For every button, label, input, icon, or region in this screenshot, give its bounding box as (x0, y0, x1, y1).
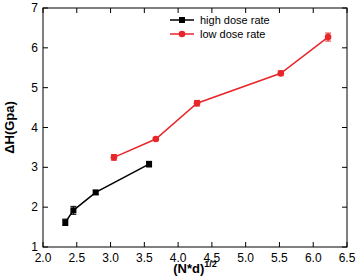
y-tick-right (342, 247, 347, 248)
y-tick-right (342, 207, 347, 208)
x-tick (43, 242, 44, 247)
x-tick (110, 242, 111, 247)
data-point (62, 219, 68, 225)
x-tick-top (245, 8, 246, 13)
x-axis-label: (N*d)1/2 (173, 259, 217, 276)
error-bar (194, 100, 200, 106)
y-axis-label: ΔH(Gpa) (2, 101, 17, 154)
x-tick-top (313, 8, 314, 13)
data-point (277, 70, 284, 77)
x-tick (347, 242, 348, 247)
plot-area (62, 33, 331, 225)
x-tick-top (178, 8, 179, 13)
x-tick-label: 3.5 (136, 251, 153, 265)
x-tick-top (43, 8, 44, 13)
series-line (65, 164, 149, 222)
legend-label: low dose rate (200, 28, 265, 40)
x-tick-label: 6.0 (305, 251, 322, 265)
data-point (153, 136, 160, 143)
error-bar (278, 71, 284, 76)
y-tick-label: 1 (31, 240, 38, 254)
data-point (93, 189, 99, 195)
x-tick (279, 242, 280, 247)
y-tick-right (342, 8, 347, 9)
x-tick-top (347, 8, 348, 13)
legend-label: high dose rate (200, 14, 270, 26)
error-bar (62, 219, 68, 225)
y-tick-label: 2 (31, 200, 38, 214)
legend: high dose rate low dose rate (170, 14, 270, 40)
x-tick-top (211, 8, 212, 13)
y-tick-right (342, 87, 347, 88)
y-tick (43, 167, 48, 168)
x-tick-top (76, 8, 77, 13)
x-tick-top (110, 8, 111, 13)
data-point (146, 161, 152, 167)
error-bar (146, 161, 152, 167)
series-line (114, 37, 328, 157)
x-tick-label: 5.5 (271, 251, 288, 265)
legend-marker (179, 17, 185, 23)
y-tick (43, 207, 48, 208)
y-tick (43, 87, 48, 88)
error-bar (111, 155, 117, 161)
y-tick (43, 127, 48, 128)
y-tick (43, 47, 48, 48)
legend-marker (179, 31, 186, 38)
x-tick-top (279, 8, 280, 13)
error-bar (70, 206, 76, 214)
y-tick-label: 4 (31, 121, 38, 135)
y-tick-right (342, 167, 347, 168)
y-tick-label: 5 (31, 81, 38, 95)
data-point (194, 100, 201, 107)
x-tick (76, 242, 77, 247)
x-tick-label: 6.5 (339, 251, 356, 265)
x-tick (144, 242, 145, 247)
y-tick-right (342, 47, 347, 48)
x-tick (211, 242, 212, 247)
y-tick-label: 6 (31, 41, 38, 55)
y-tick (43, 247, 48, 248)
x-tick-top (144, 8, 145, 13)
y-tick-label: 7 (31, 1, 38, 15)
x-tick (245, 242, 246, 247)
y-tick-label: 3 (31, 160, 38, 174)
x-tick-label: 3.0 (102, 251, 119, 265)
x-tick-label: 5.0 (237, 251, 254, 265)
error-bar (325, 33, 331, 41)
x-tick-label: 2.5 (68, 251, 85, 265)
data-point (325, 34, 332, 41)
data-point (70, 207, 76, 213)
chart: 2.02.53.03.54.04.55.05.56.06.51234567(N*… (0, 0, 364, 280)
y-tick (43, 8, 48, 9)
y-tick-right (342, 127, 347, 128)
plot-frame (43, 8, 347, 247)
data-point (111, 154, 118, 161)
x-tick (313, 242, 314, 247)
x-tick (178, 242, 179, 247)
